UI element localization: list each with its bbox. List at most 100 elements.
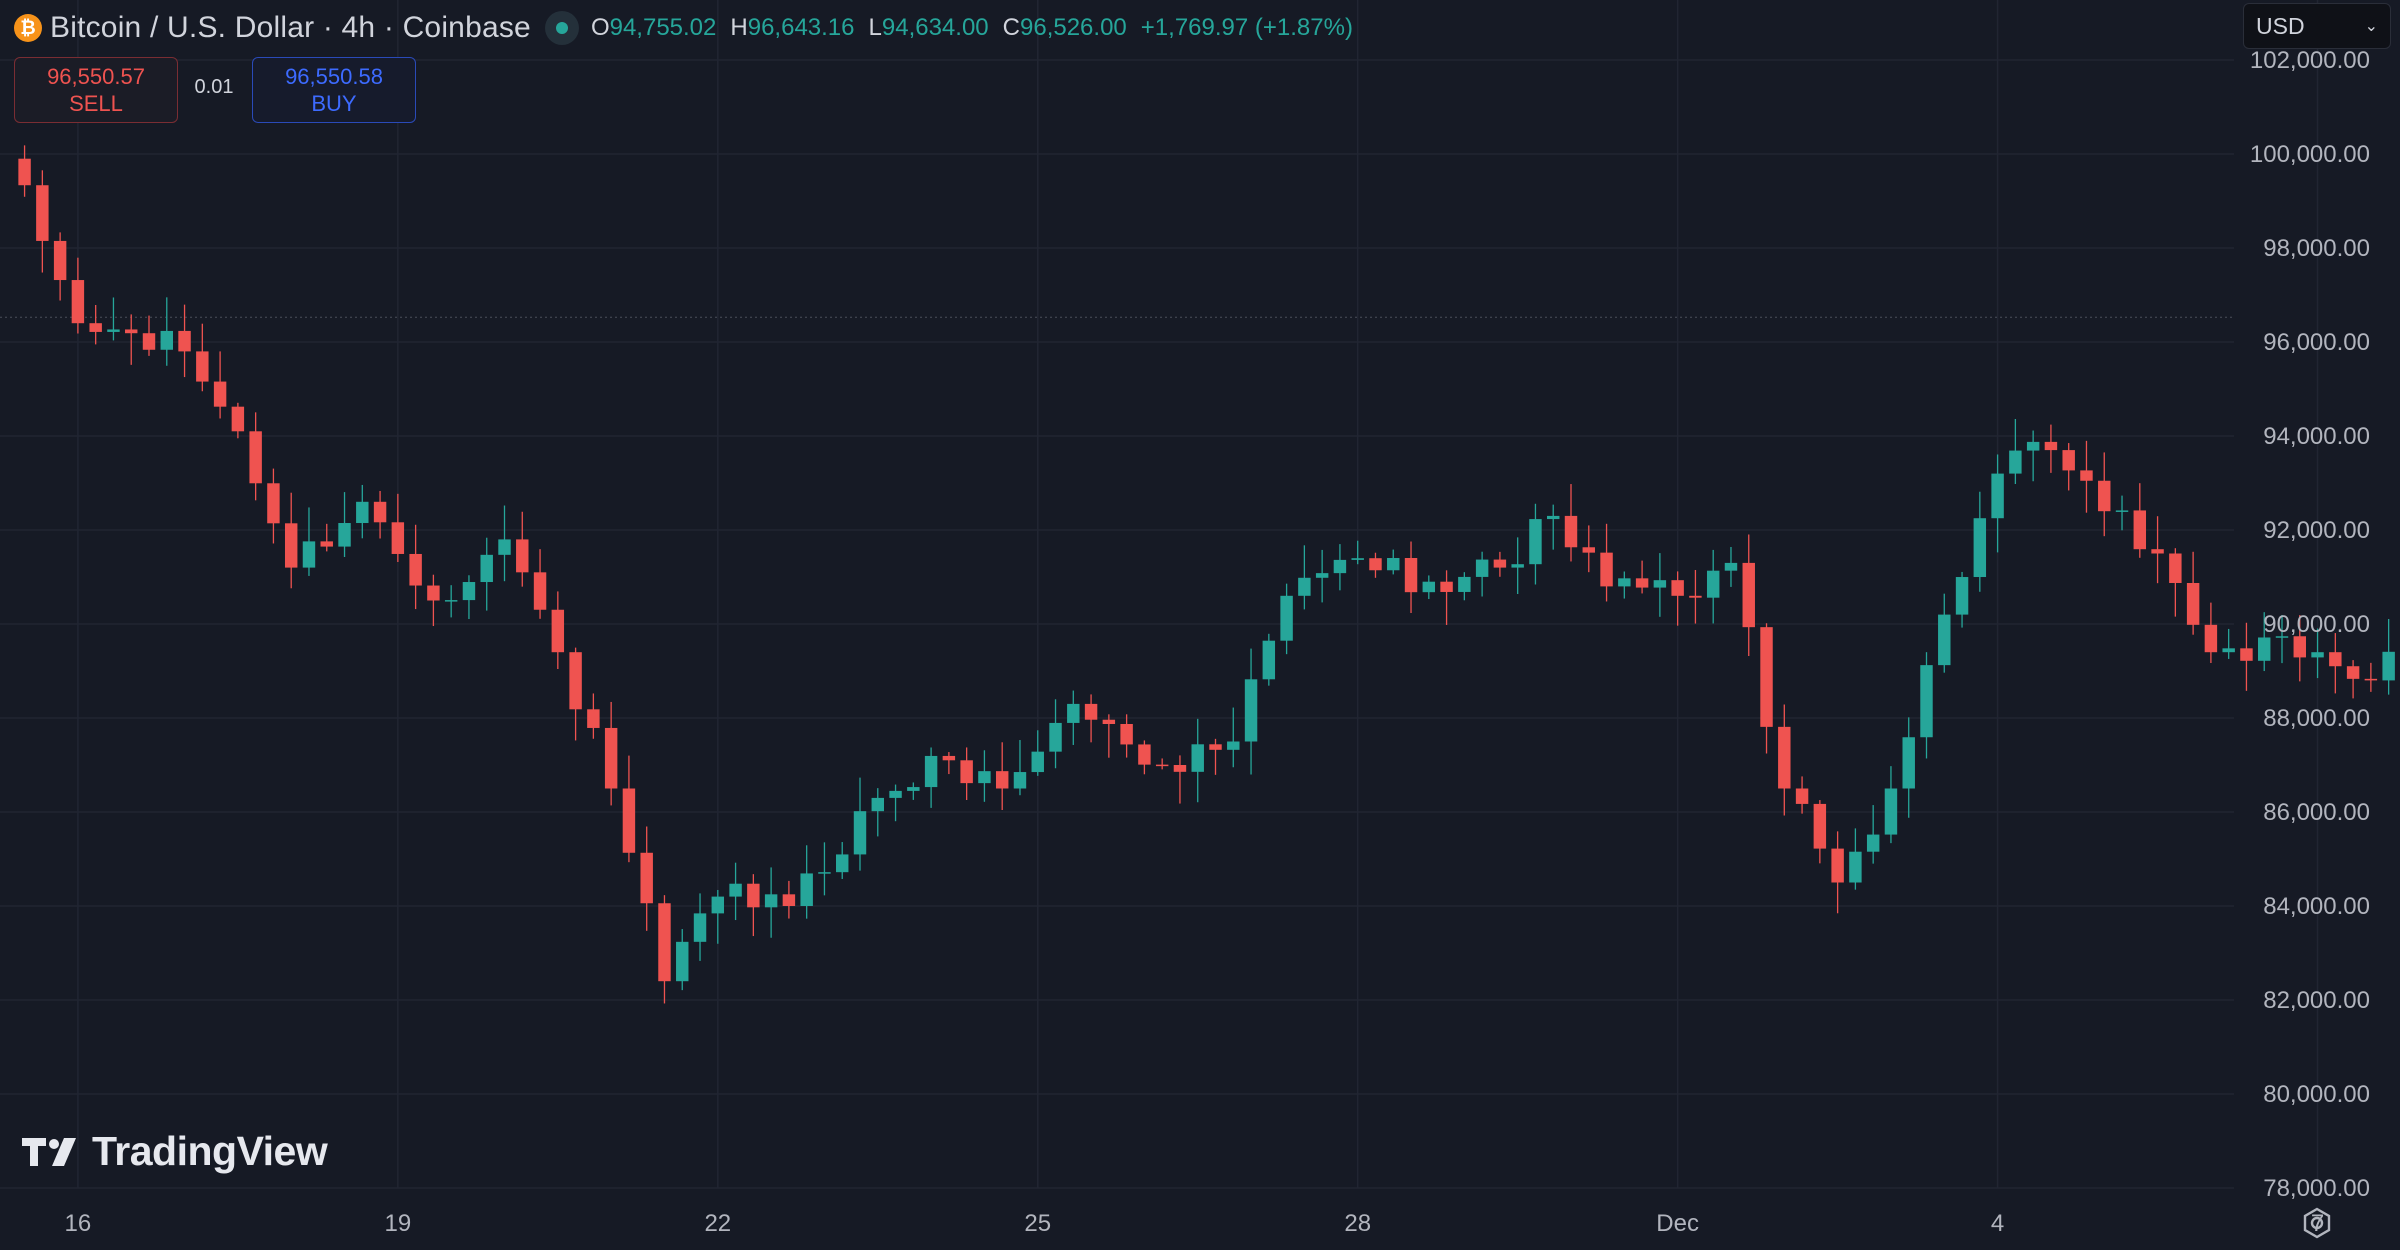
candle (1689, 570, 1702, 624)
time-tick-label: 25 (1024, 1210, 1051, 1237)
sell-label: SELL (69, 91, 123, 116)
candle-body (2133, 510, 2147, 550)
candle-body (622, 788, 636, 853)
candle-body (693, 913, 707, 942)
candle (1244, 648, 1258, 775)
currency-value: USD (2256, 12, 2305, 39)
candle (2044, 424, 2058, 473)
candle-body (1209, 744, 1222, 750)
candle (1938, 593, 1951, 673)
candle (533, 549, 547, 619)
sell-button[interactable]: 96,550.57 SELL (14, 57, 178, 123)
candle-body (871, 797, 884, 812)
price-tick-label: 100,000.00 (2250, 141, 2370, 168)
candle-body (462, 582, 476, 601)
candle-body (320, 541, 333, 547)
candle (1013, 740, 1027, 796)
buy-button[interactable]: 96,550.58 BUY (252, 57, 416, 123)
candle (747, 874, 760, 937)
candle (1031, 730, 1044, 776)
market-status-icon[interactable] (544, 11, 579, 45)
candle-body (1991, 473, 2004, 519)
candle (2062, 443, 2075, 491)
candle (444, 585, 458, 618)
candle-body (2080, 470, 2093, 481)
candle (107, 297, 120, 341)
bitcoin-icon[interactable]: ₿ (14, 14, 42, 42)
candle-body (2151, 549, 2164, 554)
candle (498, 505, 511, 582)
candle-body (818, 872, 831, 874)
candle-body (1191, 744, 1204, 772)
time-tick-label: 22 (704, 1210, 731, 1237)
candle-body (178, 330, 191, 352)
candle (2080, 440, 2093, 513)
time-axis: 1619222528Dec47101316192225282026471013 (65, 1210, 2325, 1237)
candle-body (1280, 595, 1293, 641)
time-tick-label: 28 (1344, 1210, 1371, 1237)
candle (782, 880, 796, 919)
candle (1209, 738, 1222, 775)
candle-body (1795, 788, 1809, 804)
candle-body (284, 523, 298, 568)
candle (1440, 570, 1453, 625)
price-tick-label: 96,000.00 (2263, 329, 2370, 356)
candle (1369, 552, 1382, 578)
candle (2186, 551, 2200, 635)
candle-body (1227, 741, 1240, 750)
candle (1084, 694, 1098, 743)
candle (1493, 551, 1507, 577)
candle (2364, 662, 2378, 692)
candle (1795, 776, 1809, 814)
candle-body (1689, 595, 1702, 598)
candle-body (711, 896, 725, 914)
candle (1511, 537, 1524, 595)
candle-body (764, 894, 778, 908)
candle-body (907, 787, 920, 791)
candle (2222, 628, 2235, 659)
candle (1227, 707, 1240, 768)
tradingview-watermark[interactable]: TradingView (20, 1128, 328, 1175)
candle (1298, 545, 1311, 610)
candle-body (889, 790, 902, 798)
candle (907, 782, 920, 800)
open-label: O (590, 14, 610, 41)
candle-body (747, 883, 760, 908)
candle (658, 895, 671, 1004)
candle-body (1475, 559, 1489, 577)
time-tick-label: 19 (384, 1210, 411, 1237)
candle-body (89, 323, 102, 332)
currency-select[interactable]: USD ⌄ (2243, 3, 2391, 49)
candle-body (942, 755, 956, 761)
candle (1351, 540, 1364, 565)
settings-icon[interactable] (2300, 1206, 2334, 1240)
candle (2311, 628, 2324, 679)
candle (1120, 714, 1133, 758)
candle-body (853, 811, 867, 855)
candle-body (729, 883, 742, 897)
candle-body (800, 873, 813, 906)
candle-body (2329, 652, 2342, 667)
candle (1280, 583, 1293, 655)
candle (1138, 740, 1151, 775)
candle (729, 862, 742, 921)
candle-body (1440, 581, 1453, 592)
symbol-title[interactable]: Bitcoin / U.S. Dollar · 4h · Coinbase (50, 11, 531, 44)
price-tick-label: 78,000.00 (2263, 1175, 2370, 1202)
candle (302, 507, 316, 576)
candle (516, 511, 529, 587)
candle-body (1920, 665, 1933, 738)
spread-value: 0.01 (194, 76, 234, 98)
candle (2240, 622, 2253, 691)
candle (36, 170, 49, 273)
low-value: 94,634.00 (881, 14, 989, 41)
candle (1866, 805, 1880, 864)
candle (1778, 704, 1791, 816)
candle-body (2222, 648, 2235, 653)
candle-body (231, 406, 245, 432)
candle-body (676, 941, 689, 982)
candle (2098, 452, 2111, 537)
price-tick-label: 80,000.00 (2263, 1081, 2370, 1108)
watermark-text: TradingView (92, 1128, 328, 1174)
